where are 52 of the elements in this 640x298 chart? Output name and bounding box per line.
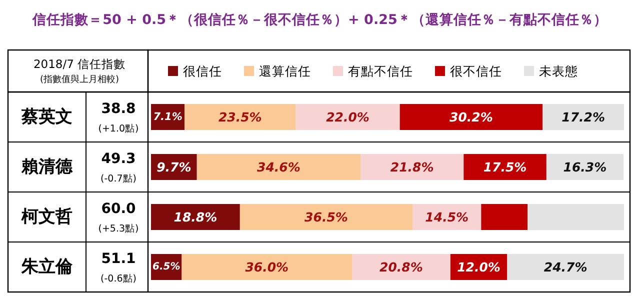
- text: (+5.3點): [98, 222, 139, 234]
- data-label: 17.5%: [483, 160, 527, 174]
- data-label: 12.0%: [457, 260, 500, 274]
- text: 60.0: [101, 201, 136, 217]
- data-label: 17.2%: [562, 110, 606, 124]
- data-label: 16.3%: [563, 160, 607, 174]
- data-label: 20.8%: [380, 260, 423, 274]
- bar: [196, 154, 361, 180]
- y-tick-label: 柯文哲: [20, 207, 72, 227]
- chart-title: 信任指數＝50 + 0.5＊（很信任％－很不信任％）+ 0.25＊（還算信任％－有點不信任％）: [32, 12, 608, 28]
- data-label: 7.1%: [153, 111, 182, 123]
- bar: [528, 204, 624, 230]
- legend-label: 還算信任: [259, 64, 311, 78]
- text: 2018/7 信任指數: [33, 57, 126, 71]
- bar: [352, 254, 450, 280]
- data-label: 6.5%: [152, 262, 180, 272]
- bar: [182, 254, 352, 280]
- bar: [464, 154, 546, 180]
- bar: [240, 204, 413, 230]
- y-tick-label: 朱立倫: [20, 257, 74, 277]
- legend-label: 未表態: [539, 64, 578, 78]
- data-label: 30.2%: [450, 110, 493, 124]
- text: (+1.0點): [98, 122, 139, 134]
- text: 49.3: [101, 151, 136, 167]
- data-label: 18.8%: [174, 210, 218, 224]
- y-tick-label: 賴清德: [20, 157, 74, 177]
- bar: [296, 104, 400, 130]
- bar: [507, 254, 624, 280]
- data-label: 36.0%: [245, 260, 289, 274]
- data-label: 14.5%: [425, 210, 469, 224]
- data-label: 34.6%: [257, 160, 300, 174]
- bar: [151, 204, 240, 230]
- data-label: 23.5%: [218, 110, 262, 124]
- bar: [400, 104, 543, 130]
- text: (指數值與上月相較): [40, 74, 120, 85]
- text: (-0.6點): [100, 272, 136, 284]
- data-label: 36.5%: [304, 210, 348, 224]
- data-label: 22.0%: [326, 110, 370, 124]
- bar: [542, 104, 624, 130]
- text: (-0.7點): [100, 172, 136, 184]
- bar: [360, 154, 464, 180]
- legend-label: 有點不信任: [348, 64, 413, 78]
- bar: [184, 104, 296, 130]
- legend-label: 很信任: [183, 64, 222, 78]
- text: 51.1: [101, 251, 136, 267]
- data-label: 24.7%: [544, 260, 588, 274]
- y-tick-label: 蔡英文: [20, 107, 72, 127]
- data-label: 9.7%: [156, 160, 192, 174]
- text: 38.8: [101, 101, 136, 117]
- bar: [481, 204, 528, 230]
- legend-label: 很不信任: [450, 64, 502, 78]
- data-label: 21.8%: [390, 160, 434, 174]
